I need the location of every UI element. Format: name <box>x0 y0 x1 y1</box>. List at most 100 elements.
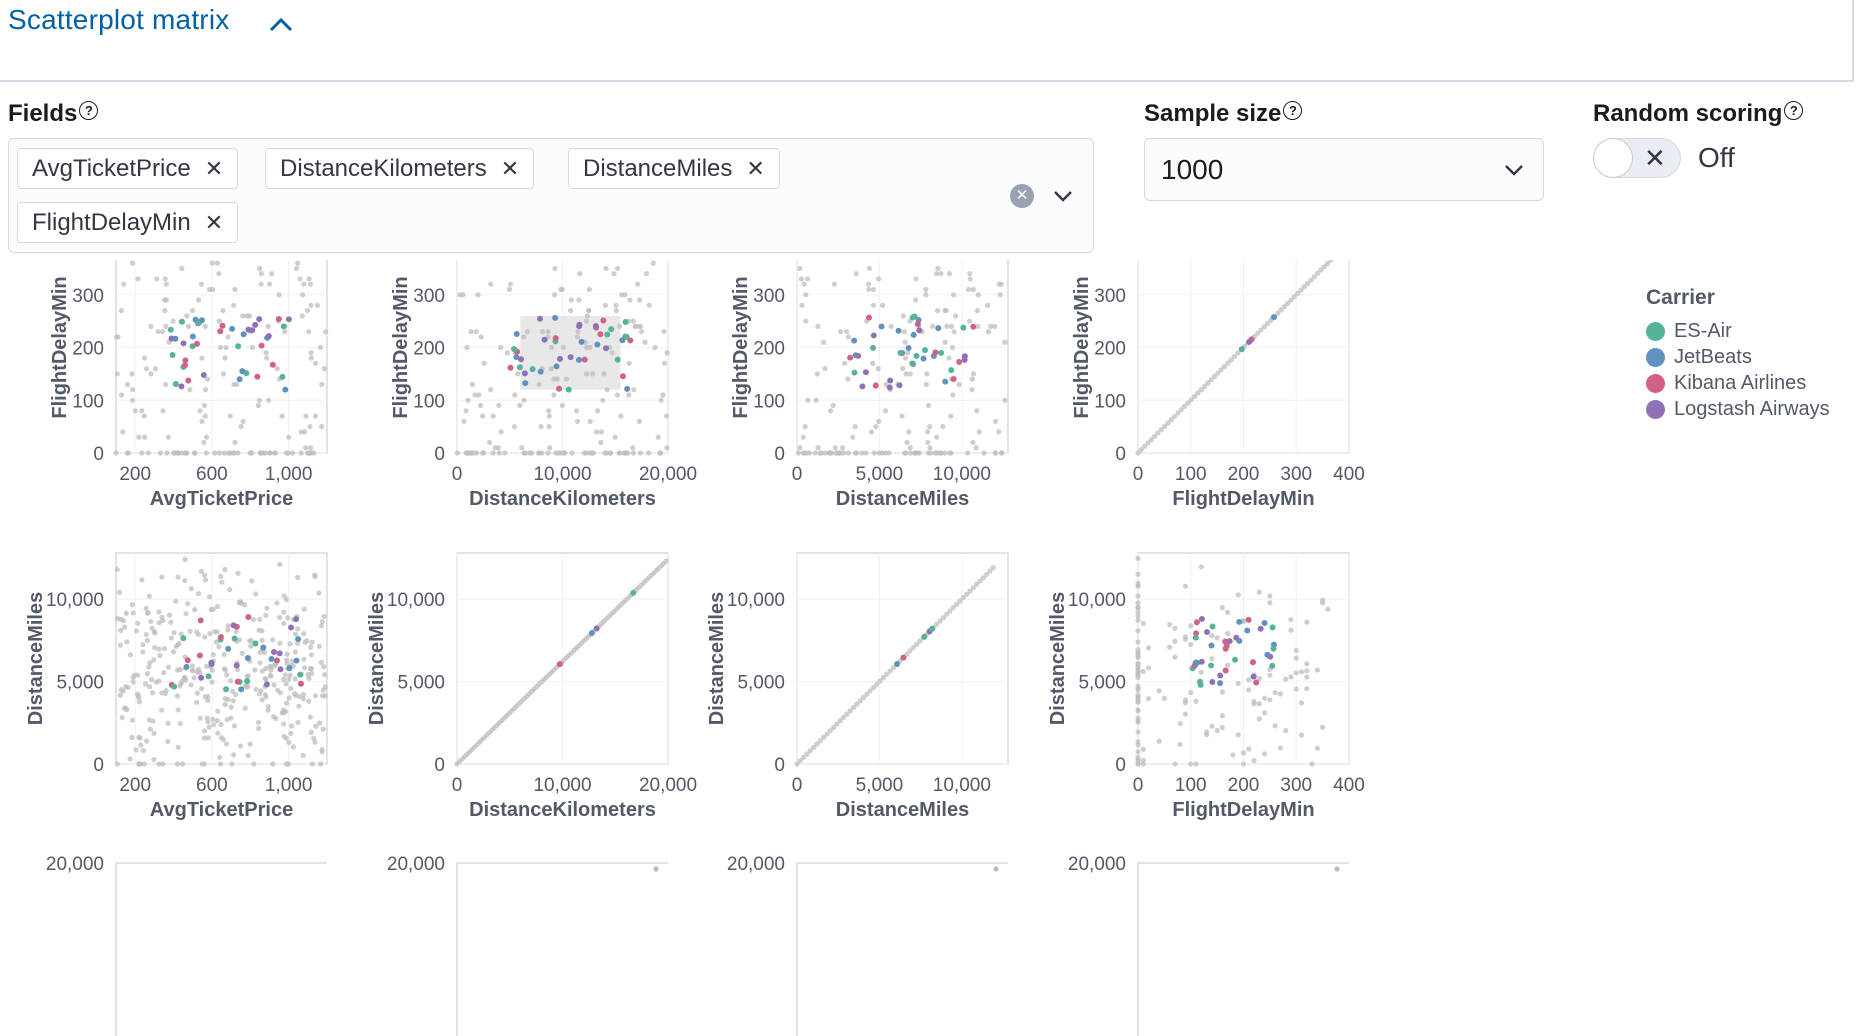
data-point <box>300 696 306 702</box>
data-point <box>601 371 607 377</box>
data-point <box>1309 761 1315 767</box>
data-point <box>476 392 482 398</box>
chevron-down-icon[interactable] <box>1050 183 1076 209</box>
data-point <box>168 635 174 641</box>
data-point <box>960 595 966 601</box>
data-point <box>148 323 154 329</box>
data-point <box>136 699 143 705</box>
data-point <box>207 630 213 637</box>
data-point <box>1272 723 1278 729</box>
data-point <box>168 619 174 625</box>
data-point <box>1244 627 1251 634</box>
data-point <box>183 611 189 617</box>
data-point <box>1261 324 1267 330</box>
data-point <box>871 450 877 456</box>
data-point <box>1272 690 1278 696</box>
data-point <box>992 323 998 329</box>
remove-chip-icon[interactable]: ✕ <box>204 155 224 181</box>
data-point <box>1215 370 1221 376</box>
data-point <box>232 439 238 446</box>
data-point <box>174 693 181 699</box>
data-point <box>588 630 595 637</box>
data-point <box>268 673 274 679</box>
data-point <box>616 323 623 329</box>
data-point <box>175 450 181 456</box>
help-icon[interactable]: ? <box>1784 101 1804 120</box>
data-point <box>219 579 225 585</box>
data-point <box>295 574 301 581</box>
scatterplot-matrix[interactable]: 0 100 200 300 400 200 600 1,000 AvgTicketPrice Fl… <box>0 260 1640 1036</box>
data-point <box>914 641 920 647</box>
clear-icon[interactable]: ✕ <box>1010 184 1034 208</box>
sample-size-select[interactable]: 1000 <box>1144 138 1544 201</box>
data-point <box>575 329 581 335</box>
chevron-up-icon[interactable] <box>266 10 296 40</box>
data-point <box>516 364 523 371</box>
remove-chip-icon[interactable]: ✕ <box>204 209 224 235</box>
data-point <box>1320 597 1326 603</box>
data-point <box>638 329 645 335</box>
data-point <box>1219 689 1225 695</box>
data-point <box>600 397 606 403</box>
remove-chip-icon[interactable]: ✕ <box>500 155 520 181</box>
data-point <box>259 668 265 674</box>
legend-label: ES-Air <box>1674 320 1732 342</box>
data-point <box>1218 367 1224 373</box>
data-point <box>179 761 186 767</box>
data-point <box>890 664 897 671</box>
data-point <box>1145 696 1152 702</box>
data-point <box>969 387 975 393</box>
data-point <box>209 260 215 266</box>
data-point <box>873 424 879 430</box>
scatter-panel-1: 01002003004002006001,000AvgTicketPriceFl… <box>49 260 329 510</box>
data-point <box>144 671 150 677</box>
data-point <box>504 350 511 356</box>
data-point <box>303 413 309 419</box>
data-point <box>882 408 889 414</box>
data-point <box>210 716 216 722</box>
data-point <box>850 434 856 440</box>
random-scoring-toggle[interactable]: ✕ <box>1593 138 1681 178</box>
data-point <box>212 450 218 456</box>
data-point <box>854 450 860 456</box>
legend-item-logstash-airways[interactable]: Logstash Airways <box>1646 398 1830 421</box>
data-point <box>934 434 940 440</box>
data-point <box>1256 701 1262 707</box>
chevron-down-icon[interactable] <box>1501 157 1527 183</box>
data-point <box>539 450 545 456</box>
data-point <box>1262 751 1268 757</box>
data-point <box>598 439 604 446</box>
data-point <box>231 723 238 729</box>
help-icon[interactable]: ? <box>1283 101 1303 120</box>
data-point <box>1265 320 1271 326</box>
section-title[interactable]: Scatterplot matrix <box>8 4 230 35</box>
data-point <box>319 746 325 753</box>
sample-size-label-text: Sample size <box>1144 100 1282 127</box>
data-point <box>239 368 246 375</box>
x-axis-title: DistanceKilometers <box>469 799 656 821</box>
data-point <box>216 644 222 650</box>
data-point <box>188 682 194 688</box>
help-icon[interactable]: ? <box>79 101 99 120</box>
data-point <box>117 692 123 698</box>
y-tick-label: 200 <box>413 339 445 360</box>
data-point <box>574 334 581 340</box>
data-point <box>974 307 980 314</box>
data-point <box>227 678 234 684</box>
data-point <box>536 381 542 388</box>
data-point <box>894 660 901 667</box>
legend-item-es-air[interactable]: ES-Air <box>1646 320 1732 343</box>
remove-chip-icon[interactable]: ✕ <box>746 155 765 181</box>
data-point <box>814 741 820 747</box>
legend-dot <box>1646 400 1665 419</box>
data-point <box>558 286 564 293</box>
data-point <box>874 681 880 687</box>
legend-item-kibana-airlines[interactable]: Kibana Airlines <box>1646 372 1806 395</box>
legend-item-jetbeats[interactable]: JetBeats <box>1646 346 1752 369</box>
data-point <box>289 723 295 729</box>
data-point <box>1135 639 1141 645</box>
data-point <box>182 577 188 584</box>
data-point <box>1209 623 1216 630</box>
y-axis-title: DistanceMiles <box>25 592 47 725</box>
data-point <box>1225 609 1231 615</box>
